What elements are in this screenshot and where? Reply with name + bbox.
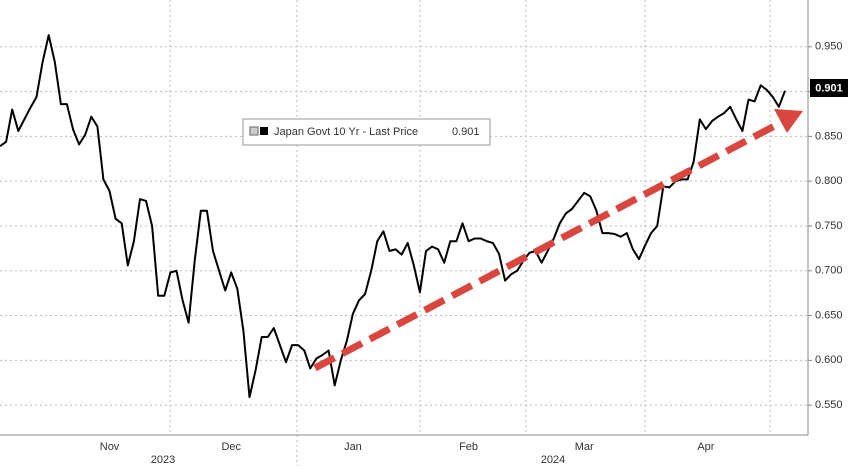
- y-tick-label: 0.850: [815, 130, 843, 142]
- last-price-box: [810, 79, 848, 97]
- y-tick-label: 0.750: [815, 220, 843, 232]
- legend-box: [242, 118, 491, 146]
- x-tick-label: Mar: [575, 441, 594, 453]
- last-price-tag: 0.901: [810, 79, 848, 97]
- y-tick-label: 0.950: [815, 41, 843, 53]
- year-label: 2024: [541, 454, 565, 466]
- x-tick-label: Dec: [221, 441, 241, 453]
- y-tick-label: 0.650: [815, 309, 843, 321]
- legend-last-value: 0.901: [452, 126, 480, 138]
- legend-label: Japan Govt 10 Yr - Last Price: [274, 126, 418, 138]
- trend-arrow: [313, 109, 803, 372]
- y-tick-label: 0.550: [815, 399, 843, 411]
- y-tick-label: 0.700: [815, 265, 843, 277]
- legend-icon: [249, 126, 259, 136]
- series-line: [0, 34, 786, 399]
- legend-swatch: [260, 127, 268, 135]
- x-tick-label: Jan: [344, 441, 362, 453]
- x-tick-label: Apr: [697, 441, 714, 453]
- legend: Japan Govt 10 Yr - Last Price 0.901: [242, 118, 491, 146]
- x-tick-label: Nov: [100, 441, 120, 453]
- x-tick-label: Feb: [459, 441, 478, 453]
- arrow-head: [774, 109, 803, 133]
- arrow-shaft: [313, 117, 786, 372]
- year-label: 2023: [151, 454, 175, 466]
- y-tick-label: 0.600: [815, 354, 843, 366]
- last-price-label: 0.901: [815, 82, 843, 94]
- y-tick-label: 0.800: [815, 175, 843, 187]
